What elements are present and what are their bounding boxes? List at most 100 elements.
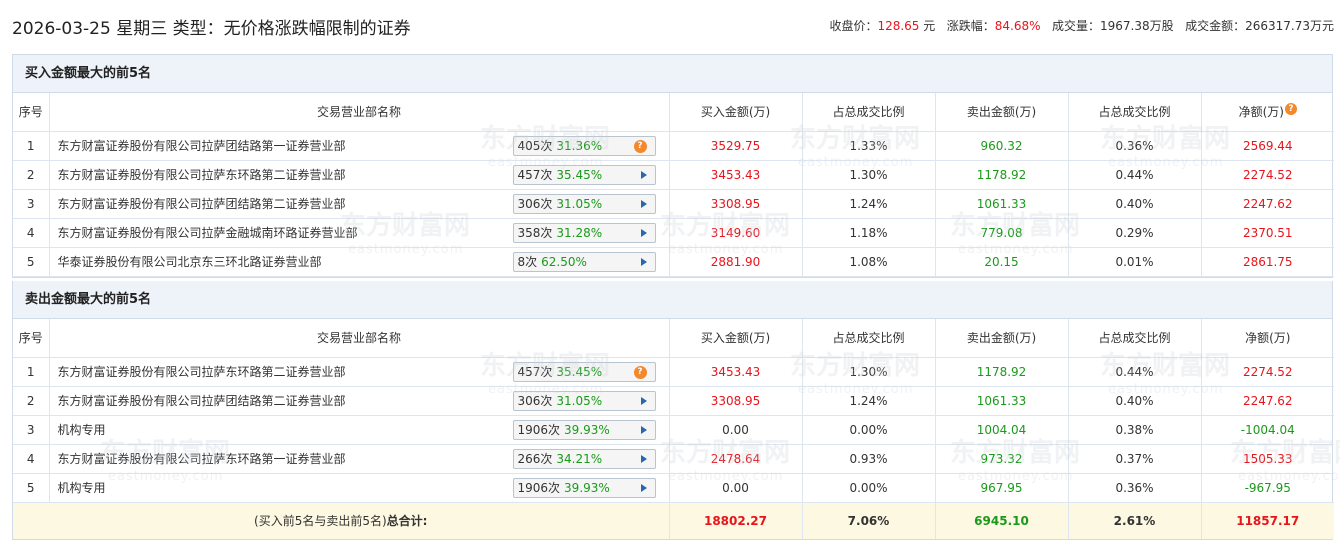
win-rate: 31.05% <box>556 393 603 408</box>
arrow-right-icon[interactable] <box>640 425 647 434</box>
sell-amount: 1061.33 <box>935 189 1069 219</box>
table-row: 1 东方财富证券股份有限公司拉萨团结路第一证券营业部 405次 31.36%? 3529… <box>13 131 1334 161</box>
net-amount: 2370.51 <box>1201 218 1334 248</box>
broker-name-link[interactable]: 东方财富证券股份有限公司拉萨东环路第二证券营业部 <box>57 168 346 182</box>
buy-ratio: 1.08% <box>802 247 936 277</box>
close-unit: 元 <box>923 19 936 33</box>
help-icon[interactable]: ? <box>1284 103 1297 116</box>
broker-name-link[interactable]: 东方财富证券股份有限公司拉萨东环路第一证券营业部 <box>57 452 346 466</box>
arrow-right-icon[interactable] <box>640 483 647 492</box>
row-seq: 2 <box>13 160 50 190</box>
total-label-bold: 总合计: <box>386 514 428 529</box>
row-seq: 1 <box>13 357 50 387</box>
table-header-row: 序号 交易营业部名称 买入金额(万) 占总成交比例 卖出金额(万) 占总成交比例… <box>13 93 1334 132</box>
broker-cell: 东方财富证券股份有限公司拉萨东环路第二证券营业部 457次 35.45%? <box>49 357 670 387</box>
broker-cell: 东方财富证券股份有限公司拉萨团结路第二证券营业部 306次 31.05% <box>49 386 670 416</box>
turnover-label: 成交金额： <box>1185 19 1246 33</box>
question-icon[interactable]: ? <box>633 365 647 379</box>
arrow-right-icon[interactable] <box>640 170 647 179</box>
arrow-right-icon[interactable] <box>640 199 647 208</box>
sell-ratio: 0.37% <box>1068 444 1202 474</box>
net-amount: -967.95 <box>1201 473 1334 503</box>
sell-amount: 1004.04 <box>935 415 1069 445</box>
buy-amount: 0.00 <box>669 473 803 503</box>
broker-stats-button[interactable]: 1906次 39.93% <box>512 477 656 498</box>
buy-amount: 3149.60 <box>669 218 803 248</box>
col-sell: 卖出金额(万) <box>935 93 1069 132</box>
broker-stats-button[interactable]: 405次 31.36%? <box>512 135 656 156</box>
broker-stats-button[interactable]: 306次 31.05% <box>512 390 656 411</box>
broker-cell: 东方财富证券股份有限公司拉萨东环路第一证券营业部 266次 34.21% <box>49 444 670 474</box>
buy-ratio: 0.00% <box>802 473 936 503</box>
buy-amount: 3453.43 <box>669 357 803 387</box>
question-icon[interactable]: ? <box>633 139 647 153</box>
broker-name-link[interactable]: 东方财富证券股份有限公司拉萨团结路第二证券营业部 <box>57 394 346 408</box>
broker-name-link[interactable]: 机构专用 <box>57 481 106 495</box>
arrow-right-icon[interactable] <box>640 454 647 463</box>
table-header-row: 序号 交易营业部名称 买入金额(万) 占总成交比例 卖出金额(万) 占总成交比例… <box>13 319 1334 358</box>
row-seq: 3 <box>13 415 50 445</box>
trade-count: 8次 <box>517 254 538 269</box>
sell-amount: 973.32 <box>935 444 1069 474</box>
broker-cell: 东方财富证券股份有限公司拉萨团结路第二证券营业部 306次 31.05% <box>49 189 670 219</box>
broker-stats-button[interactable]: 266次 34.21% <box>512 448 656 469</box>
buy-amount: 3308.95 <box>669 386 803 416</box>
arrow-right-icon[interactable] <box>640 228 647 237</box>
buy-ratio: 1.24% <box>802 189 936 219</box>
col-buy-ratio: 占总成交比例 <box>802 319 936 358</box>
broker-name-link[interactable]: 东方财富证券股份有限公司拉萨东环路第二证券营业部 <box>57 365 346 379</box>
broker-cell: 东方财富证券股份有限公司拉萨东环路第二证券营业部 457次 35.45% <box>49 160 670 190</box>
broker-stats-button[interactable]: 457次 35.45% <box>512 164 656 185</box>
win-rate: 34.21% <box>556 451 603 466</box>
win-rate: 31.36% <box>556 138 603 153</box>
sell-ratio: 0.44% <box>1068 357 1202 387</box>
buy-section-title: 买入金额最大的前5名 <box>13 55 1332 93</box>
total-buy: 18802.27 <box>669 502 803 539</box>
buy-ratio: 1.18% <box>802 218 936 248</box>
arrow-right-icon[interactable] <box>640 396 647 405</box>
row-seq: 5 <box>13 473 50 503</box>
trade-count: 405次 <box>517 138 553 153</box>
sell-table-body: 1 东方财富证券股份有限公司拉萨东环路第二证券营业部 457次 35.45%? 3453… <box>13 357 1334 503</box>
broker-cell: 东方财富证券股份有限公司拉萨团结路第一证券营业部 405次 31.36%? <box>49 131 670 161</box>
buy-ratio: 0.93% <box>802 444 936 474</box>
broker-name-link[interactable]: 东方财富证券股份有限公司拉萨金融城南环路证券营业部 <box>57 226 358 240</box>
sell-ratio: 0.36% <box>1068 473 1202 503</box>
broker-stats-button[interactable]: 8次 62.50% <box>512 251 656 272</box>
col-net: 净额(万)? <box>1201 93 1334 132</box>
broker-cell: 机构专用 1906次 39.93% <box>49 473 670 503</box>
table-row: 5 华泰证券股份有限公司北京东三环北路证券营业部 8次 62.50% 2881.90 1.… <box>13 247 1334 277</box>
sell-amount: 20.15 <box>935 247 1069 277</box>
arrow-right-icon[interactable] <box>640 257 647 266</box>
sell-top5-panel: 卖出金额最大的前5名 序号 交易营业部名称 买入金额(万) 占总成交比例 卖出金… <box>12 281 1334 540</box>
trade-count: 358次 <box>517 225 553 240</box>
win-rate: 35.45% <box>556 167 603 182</box>
table-row: 4 东方财富证券股份有限公司拉萨东环路第一证券营业部 266次 34.21% 2478.… <box>13 444 1334 474</box>
broker-name-link[interactable]: 机构专用 <box>57 423 106 437</box>
net-amount: 2274.52 <box>1201 357 1334 387</box>
col-buy: 买入金额(万) <box>669 319 803 358</box>
win-rate: 39.93% <box>564 480 610 495</box>
broker-cell: 东方财富证券股份有限公司拉萨金融城南环路证券营业部 358次 31.28% <box>49 218 670 248</box>
broker-stats-button[interactable]: 1906次 39.93% <box>512 419 656 440</box>
broker-name-link[interactable]: 华泰证券股份有限公司北京东三环北路证券营业部 <box>57 255 322 269</box>
win-rate: 39.93% <box>564 422 610 437</box>
buy-ratio: 1.24% <box>802 386 936 416</box>
broker-name-link[interactable]: 东方财富证券股份有限公司拉萨团结路第一证券营业部 <box>57 139 346 153</box>
col-sell-ratio: 占总成交比例 <box>1068 93 1202 132</box>
sell-ratio: 0.38% <box>1068 415 1202 445</box>
broker-stats-button[interactable]: 306次 31.05% <box>512 193 656 214</box>
col-net: 净额(万) <box>1201 319 1334 358</box>
buy-ratio: 1.30% <box>802 160 936 190</box>
buy-ratio: 1.30% <box>802 357 936 387</box>
sell-ratio: 0.40% <box>1068 189 1202 219</box>
total-net: 11857.17 <box>1201 502 1334 539</box>
table-row: 3 东方财富证券股份有限公司拉萨团结路第二证券营业部 306次 31.05% 3308.… <box>13 189 1334 219</box>
net-amount: 1505.33 <box>1201 444 1334 474</box>
buy-amount: 2881.90 <box>669 247 803 277</box>
broker-name-link[interactable]: 东方财富证券股份有限公司拉萨团结路第二证券营业部 <box>57 197 346 211</box>
buy-ratio: 1.33% <box>802 131 936 161</box>
broker-stats-button[interactable]: 457次 35.45%? <box>512 361 656 382</box>
broker-stats-button[interactable]: 358次 31.28% <box>512 222 656 243</box>
sell-ratio: 0.44% <box>1068 160 1202 190</box>
